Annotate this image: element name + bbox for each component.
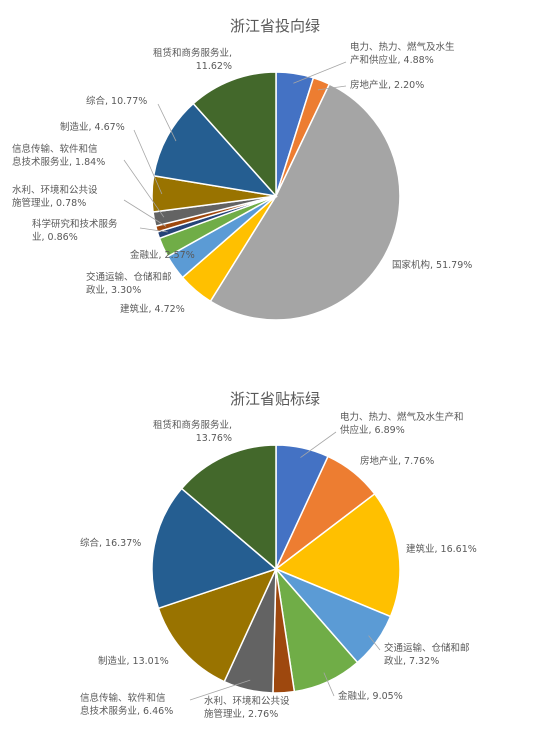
leader-line xyxy=(157,103,177,142)
leader-line xyxy=(368,635,381,651)
leader-line xyxy=(323,672,335,697)
slice-label: 租赁和商务服务业, 13.76% xyxy=(153,419,232,444)
pie-slice xyxy=(192,71,277,198)
leader-line xyxy=(317,85,347,91)
slice-label: 交通运输、仓储和邮政业, 3.30% xyxy=(86,271,172,296)
slice-label: 制造业, 4.67% xyxy=(60,121,125,133)
leader-line xyxy=(123,159,165,218)
leader-line xyxy=(293,61,347,84)
chart-title-labeled-green: 浙江省贴标绿 xyxy=(230,390,320,408)
slice-label: 科学研究和技术服务业, 0.86% xyxy=(32,218,118,243)
slice-label: 综合, 10.77% xyxy=(86,95,147,107)
slice-label: 信息传输、软件和信息技术服务业, 1.84% xyxy=(12,143,105,168)
leader-line xyxy=(133,129,163,195)
chart-title-invest-green: 浙江省投向绿 xyxy=(230,17,320,35)
slice-label: 信息传输、软件和信息技术服务业, 6.46% xyxy=(80,692,173,717)
pie-slice xyxy=(209,83,401,321)
leader-line xyxy=(189,679,251,701)
leader-line xyxy=(123,199,167,227)
slice-label: 建筑业, 16.61% xyxy=(406,543,477,555)
slice-label: 房地产业, 7.76% xyxy=(360,455,434,467)
slice-label: 金融业, 9.05% xyxy=(338,690,403,702)
slice-label: 电力、热力、燃气及水生产和供应业, 4.88% xyxy=(350,41,455,66)
pie-invest-green xyxy=(151,71,401,321)
slice-label: 交通运输、仓储和邮政业, 7.32% xyxy=(384,642,470,667)
slice-label: 房地产业, 2.20% xyxy=(350,79,424,91)
pie-slice xyxy=(151,487,278,610)
pie-slice xyxy=(274,492,401,618)
slice-label: 建筑业, 4.72% xyxy=(120,303,185,315)
slice-label: 电力、热力、燃气及水生产和供应业, 6.89% xyxy=(340,411,464,436)
pie-slice xyxy=(180,444,277,571)
pie-slice xyxy=(157,567,278,683)
slice-label: 综合, 16.37% xyxy=(80,537,141,549)
leader-line xyxy=(300,431,337,458)
slice-label: 国家机构, 51.79% xyxy=(392,259,472,271)
labels-invest-green: 电力、热力、燃气及水生产和供应业, 4.88% 房地产业, 2.20% 国家机构, … xyxy=(12,41,472,315)
slice-label: 水利、环境和公共设施管理业, 2.76% xyxy=(204,695,290,720)
pie-labeled-green xyxy=(151,444,401,694)
slice-label: 金融业, 2.57% xyxy=(130,249,195,261)
leader-line xyxy=(139,227,168,233)
slice-label: 租赁和商务服务业, 11.62% xyxy=(153,47,232,72)
slice-label: 水利、环境和公共设施管理业, 0.78% xyxy=(12,184,98,209)
slice-label: 制造业, 13.01% xyxy=(98,655,169,667)
pie-slice xyxy=(152,102,278,198)
labels-labeled-green: 电力、热力、燃气及水生产和供应业, 6.89% 房地产业, 7.76% 建筑业, 1… xyxy=(80,411,477,720)
